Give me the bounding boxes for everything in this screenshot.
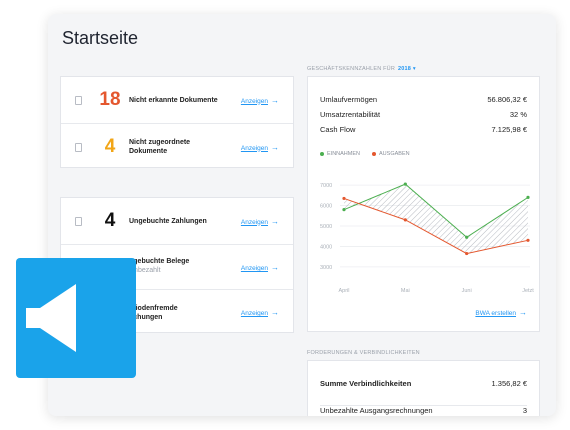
y-tick-label: 7000 [320, 183, 332, 189]
document-row-unrecognized[interactable]: 18 Nicht erkannte Dokumente Anzeigen → [61, 77, 293, 123]
other-period-label: eriodenfremde uchungen [129, 304, 178, 321]
expenses-point[interactable] [403, 218, 407, 222]
kpi-label: Umsatzrentabilität [320, 110, 381, 119]
kpi-card: Umlaufvermögen 56.806,32 € Umsatzrentabi… [307, 76, 540, 332]
income-line [343, 183, 529, 238]
arrow-right-icon: → [271, 142, 279, 152]
play-video-tile[interactable] [16, 258, 136, 378]
document-row-unassigned[interactable]: 4 Nicht zugeordnete Dokumente Anzeigen → [61, 123, 293, 169]
x-tick-label: Jetzt [522, 288, 534, 294]
chart-legend: EINNAHMEN AUSGABEN [320, 151, 410, 157]
arrow-right-icon: → [271, 263, 279, 272]
dashboard-window: Startseite 18 Nicht erkannte Dokumente A… [48, 14, 556, 416]
legend-expenses: AUSGABEN [372, 151, 410, 157]
document-icon [75, 216, 82, 226]
unrecognized-label: Nicht erkannte Dokumente [129, 96, 218, 104]
y-tick-label: 4000 [320, 244, 332, 250]
kpi-row-current-assets: Umlaufvermögen 56.806,32 € [320, 95, 527, 104]
arrow-right-icon: → [519, 308, 527, 317]
expenses-line [343, 197, 529, 255]
income-expense-chart: 7000 6000 5000 4000 3000 April Mai Juni Jetzt [320, 182, 534, 294]
documents-card: 18 Nicht erkannte Dokumente Anzeigen → 4 … [60, 76, 294, 168]
income-point[interactable] [403, 182, 407, 186]
x-tick-label: April [338, 288, 349, 294]
expenses-point[interactable] [526, 238, 530, 242]
booking-row-other-period[interactable]: eriodenfremde uchungen Anzeigen → [61, 289, 293, 334]
liability-row-unpaid: Unbezahlte Ausgangsrechnungen 3 [320, 405, 527, 415]
document-icon [75, 142, 82, 152]
kpi-section-label[interactable]: GESCHÄFTSKENNZAHLEN FÜR 2018 ▾ [307, 66, 416, 72]
payments-count: 4 [104, 210, 116, 231]
show-payments-link[interactable]: Anzeigen → [240, 216, 279, 226]
page-title: Startseite [62, 28, 139, 48]
create-bwa-link[interactable]: BWA erstellen → [475, 308, 527, 317]
income-point[interactable] [465, 235, 469, 239]
year-selector[interactable]: 2018 [398, 66, 412, 72]
booking-row-receipts[interactable]: ngebuchte Belege Unbezahlt Anzeigen → [61, 244, 293, 289]
liabilities-section-label: FORDERUNGEN & VERBINDLICHKEITEN [307, 350, 420, 356]
show-receipts-link[interactable]: Anzeigen → [240, 263, 279, 272]
arrow-right-icon: → [271, 95, 279, 105]
difference-area [344, 184, 528, 254]
y-tick-label: 5000 [320, 224, 332, 230]
booking-row-payments[interactable]: 4 Ungebuchte Zahlungen Anzeigen → [61, 198, 293, 244]
x-tick-label: Mai [401, 288, 410, 294]
document-icon [75, 95, 82, 105]
kpi-row-cash-flow: Cash Flow 7.125,98 € [320, 125, 527, 134]
show-unrecognized-link[interactable]: Anzeigen → [240, 95, 279, 105]
income-point[interactable] [526, 195, 530, 199]
legend-income: EINNAHMEN [320, 151, 360, 157]
payments-label: Ungebuchte Zahlungen [129, 217, 207, 225]
receipts-label: ngebuchte Belege Unbezahlt [129, 258, 190, 274]
income-point[interactable] [342, 208, 346, 212]
liabilities-card: Summe Verbindlichkeiten 1.356,82 € Unbez… [307, 360, 540, 416]
kpi-value: 56.806,32 € [487, 95, 527, 104]
kpi-value: 32 % [509, 110, 527, 119]
unassigned-label: Nicht zugeordnete Dokumente [129, 139, 191, 155]
unassigned-count: 4 [104, 136, 116, 157]
show-unassigned-link[interactable]: Anzeigen → [240, 142, 279, 152]
kpi-label: Umlaufvermögen [320, 95, 378, 104]
x-tick-label: Juni [462, 288, 472, 294]
expenses-point[interactable] [342, 196, 346, 201]
arrow-right-icon: → [271, 216, 279, 226]
liability-row-total: Summe Verbindlichkeiten 1.356,82 € [320, 379, 527, 388]
kpi-value: 7.125,98 € [491, 125, 527, 134]
arrow-right-icon: → [271, 308, 279, 317]
kpi-label: Cash Flow [320, 125, 356, 134]
y-tick-label: 6000 [320, 204, 332, 210]
show-other-period-link[interactable]: Anzeigen → [240, 308, 279, 317]
chevron-down-icon[interactable]: ▾ [412, 66, 416, 72]
y-tick-label: 3000 [320, 265, 332, 271]
expenses-point[interactable] [465, 251, 469, 256]
kpi-row-profitability: Umsatzrentabilität 32 % [320, 110, 527, 119]
play-icon [26, 284, 76, 352]
unrecognized-count: 18 [99, 89, 121, 110]
